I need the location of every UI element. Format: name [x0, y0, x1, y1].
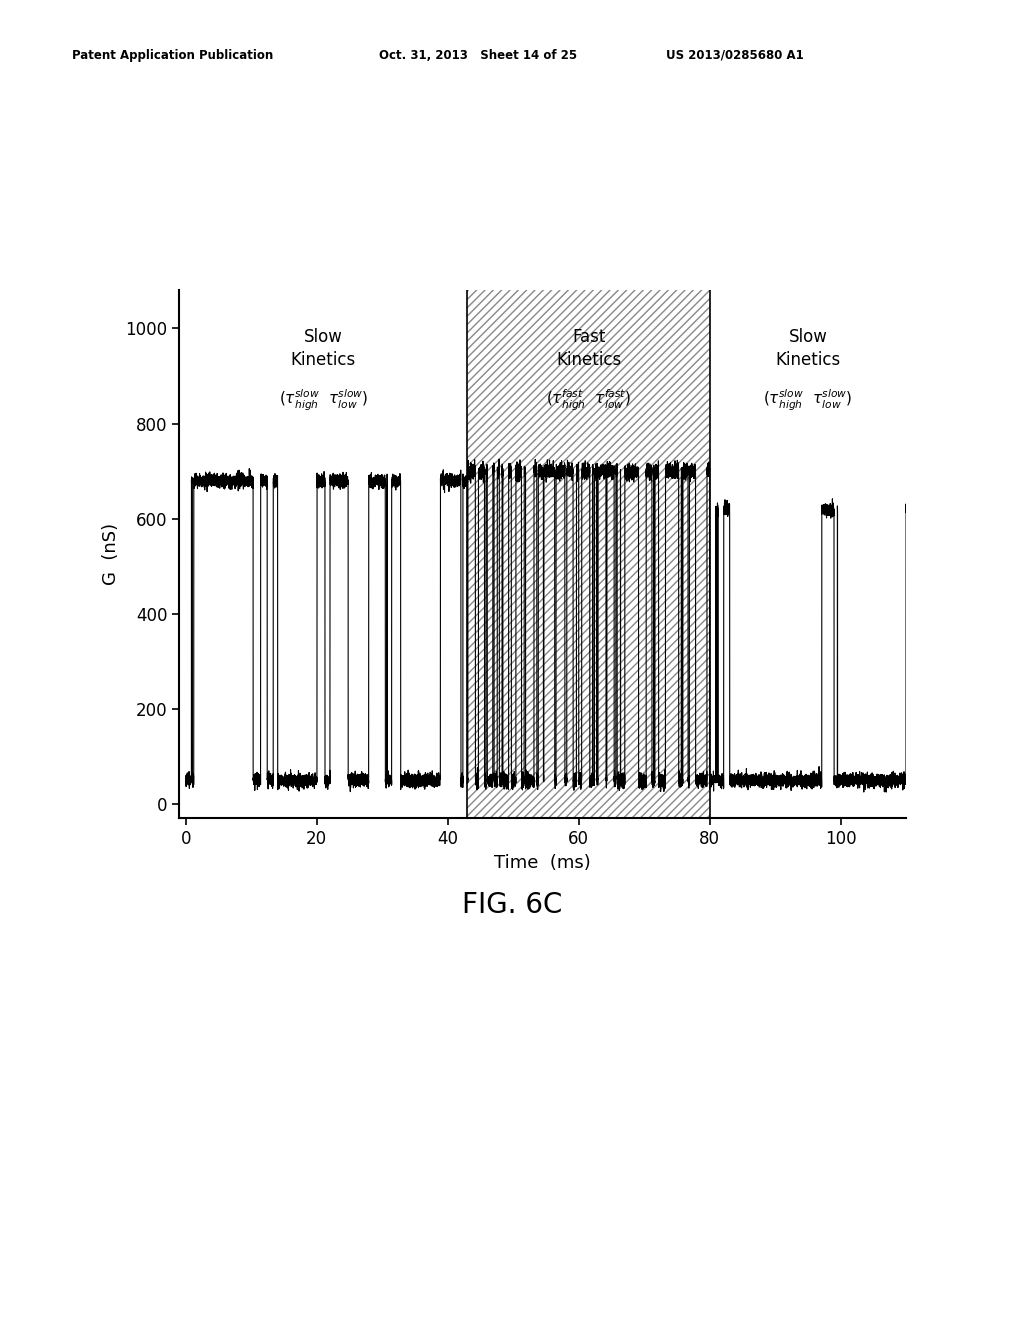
- Text: ($\tau$$^{slow}_{high}$  $\tau$$^{slow}_{low}$): ($\tau$$^{slow}_{high}$ $\tau$$^{slow}_{…: [279, 388, 368, 413]
- Text: ($\tau$$^{slow}_{high}$  $\tau$$^{slow}_{low}$): ($\tau$$^{slow}_{high}$ $\tau$$^{slow}_{…: [763, 388, 853, 413]
- Text: US 2013/0285680 A1: US 2013/0285680 A1: [666, 49, 804, 62]
- Y-axis label: G  (nS): G (nS): [101, 523, 120, 586]
- Text: FIG. 6C: FIG. 6C: [462, 891, 562, 919]
- Text: Patent Application Publication: Patent Application Publication: [72, 49, 273, 62]
- Text: ($\tau$$^{fast}_{high}$  $\tau$$^{fast}_{low}$): ($\tau$$^{fast}_{high}$ $\tau$$^{fast}_{…: [546, 388, 631, 413]
- Text: Oct. 31, 2013   Sheet 14 of 25: Oct. 31, 2013 Sheet 14 of 25: [379, 49, 577, 62]
- X-axis label: Time  (ms): Time (ms): [495, 854, 591, 871]
- Text: Fast
Kinetics: Fast Kinetics: [556, 329, 622, 368]
- Text: Slow
Kinetics: Slow Kinetics: [291, 329, 356, 368]
- Bar: [467, 290, 710, 818]
- Text: Slow
Kinetics: Slow Kinetics: [775, 329, 841, 368]
